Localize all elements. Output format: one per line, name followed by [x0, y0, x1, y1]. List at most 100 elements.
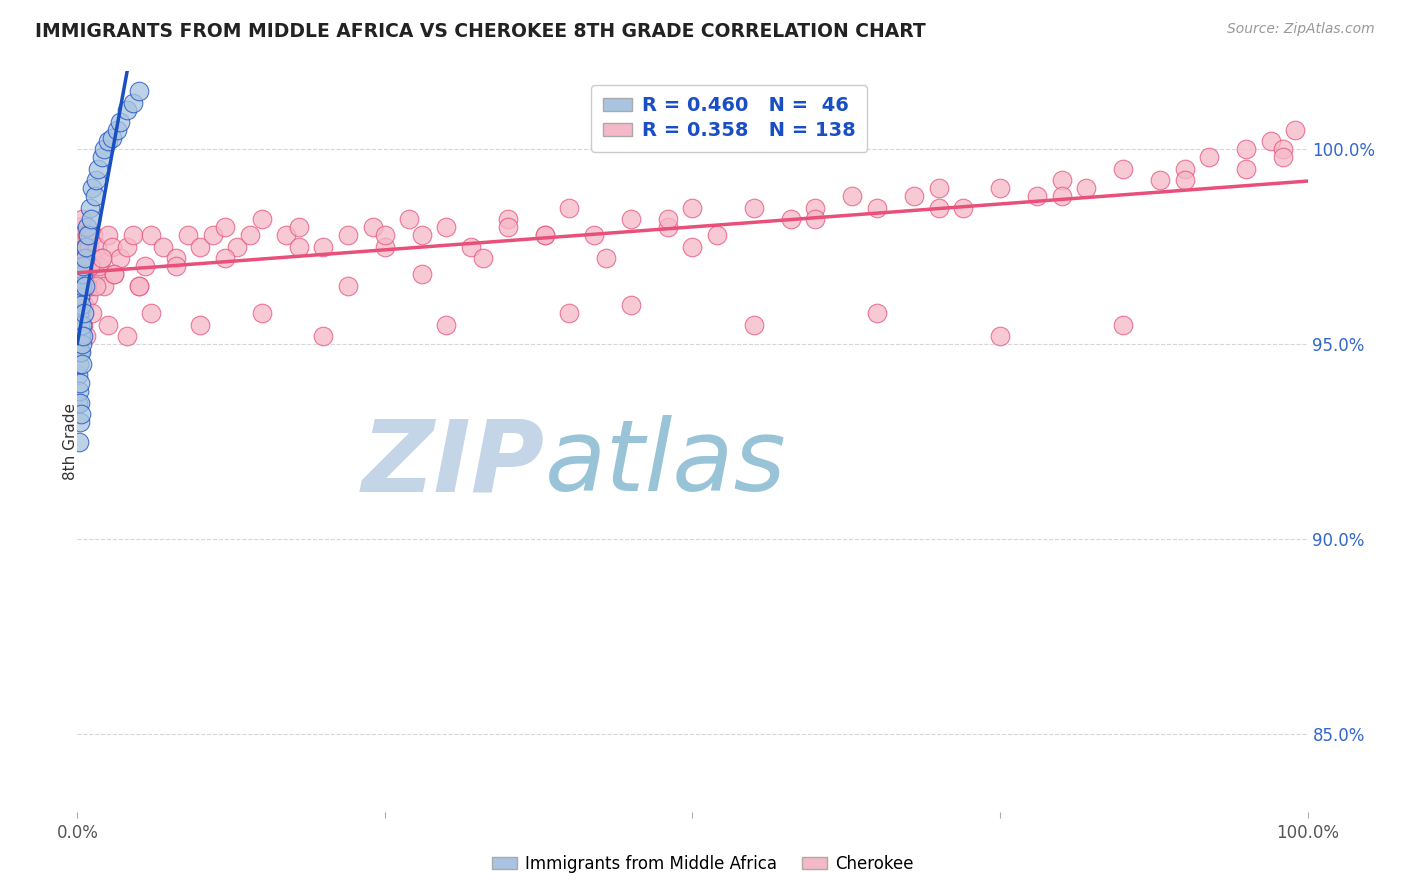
Point	[67, 220, 90, 235]
Point	[121, 227, 143, 242]
Point	[1234, 161, 1257, 176]
Point	[67, 384, 90, 398]
Point	[558, 306, 581, 320]
Point	[77, 290, 100, 304]
Point	[72, 267, 94, 281]
Point	[82, 306, 104, 320]
Point	[411, 267, 433, 281]
Point	[866, 201, 889, 215]
Point	[103, 267, 125, 281]
Point	[558, 201, 581, 215]
Point	[841, 189, 863, 203]
Point	[69, 290, 91, 304]
Point	[70, 259, 93, 273]
Point	[928, 181, 950, 195]
Point	[374, 227, 396, 242]
Point	[121, 95, 143, 110]
Point	[706, 227, 728, 242]
Point	[82, 252, 104, 266]
Point	[226, 240, 249, 254]
Point	[110, 252, 132, 266]
Point	[73, 267, 96, 281]
Point	[496, 212, 519, 227]
Point	[82, 227, 104, 242]
Point	[620, 298, 643, 312]
Point	[312, 329, 335, 343]
Point	[70, 240, 93, 254]
Point	[69, 247, 91, 261]
Point	[1272, 150, 1295, 164]
Point	[115, 329, 138, 343]
Point	[84, 267, 107, 281]
Point	[82, 181, 104, 195]
Point	[361, 220, 384, 235]
Point	[72, 227, 94, 242]
Point	[79, 201, 101, 215]
Point	[288, 220, 311, 235]
Point	[67, 278, 90, 293]
Point	[103, 267, 125, 281]
Point	[84, 173, 107, 187]
Point	[128, 278, 150, 293]
Point	[496, 220, 519, 235]
Point	[1284, 123, 1306, 137]
Point	[1050, 189, 1073, 203]
Point	[177, 227, 200, 242]
Point	[70, 278, 93, 293]
Point	[595, 252, 617, 266]
Point	[69, 329, 91, 343]
Point	[436, 318, 458, 332]
Point	[76, 278, 98, 293]
Text: ZIP: ZIP	[361, 416, 546, 512]
Point	[69, 345, 91, 359]
Point	[1260, 135, 1282, 149]
Point	[69, 227, 91, 242]
Point	[657, 212, 679, 227]
Point	[77, 227, 100, 242]
Point	[72, 259, 94, 273]
Point	[214, 220, 236, 235]
Point	[72, 259, 94, 273]
Point	[620, 212, 643, 227]
Point	[76, 220, 98, 235]
Point	[67, 278, 90, 293]
Point	[128, 84, 150, 98]
Point	[780, 212, 803, 227]
Point	[75, 252, 97, 266]
Point	[69, 415, 91, 429]
Point	[73, 240, 96, 254]
Point	[250, 306, 273, 320]
Point	[1112, 318, 1135, 332]
Point	[97, 135, 120, 149]
Point	[77, 240, 100, 254]
Point	[152, 240, 174, 254]
Point	[398, 212, 420, 227]
Point	[1112, 161, 1135, 176]
Point	[69, 395, 91, 409]
Point	[101, 130, 124, 145]
Point	[1198, 150, 1220, 164]
Point	[1174, 161, 1197, 176]
Point	[97, 227, 120, 242]
Point	[1050, 173, 1073, 187]
Point	[134, 259, 156, 273]
Point	[80, 278, 103, 293]
Point	[866, 306, 889, 320]
Point	[70, 278, 93, 293]
Point	[70, 357, 93, 371]
Point	[67, 252, 90, 266]
Point	[115, 240, 138, 254]
Point	[76, 227, 98, 242]
Point	[67, 240, 90, 254]
Point	[1149, 173, 1171, 187]
Point	[188, 240, 212, 254]
Point	[72, 337, 94, 351]
Point	[72, 318, 94, 332]
Point	[73, 298, 96, 312]
Point	[682, 240, 704, 254]
Point	[374, 240, 396, 254]
Point	[72, 252, 94, 266]
Point	[97, 318, 120, 332]
Point	[70, 298, 93, 312]
Point	[75, 240, 97, 254]
